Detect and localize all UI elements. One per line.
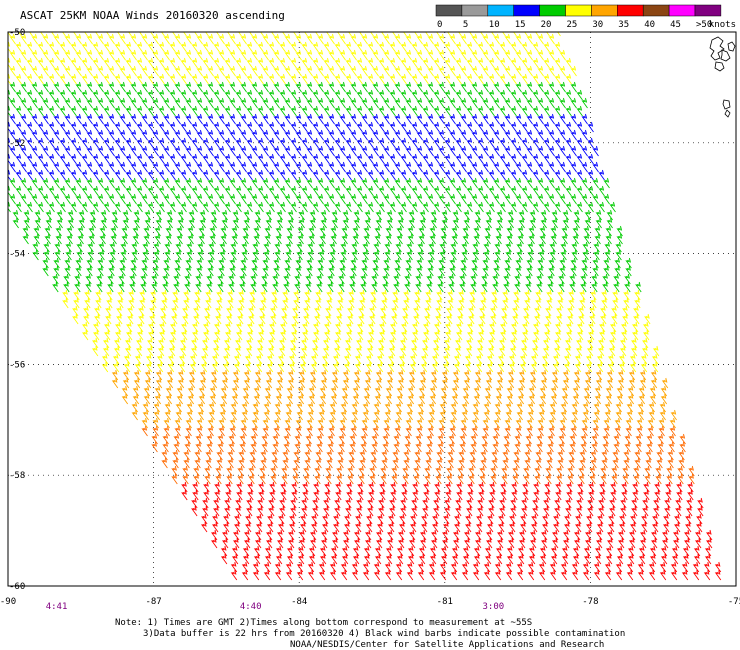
time-label: 4:40	[240, 602, 262, 612]
time-label: 3:00	[482, 602, 504, 612]
latitude-labels: -50 -52 -54 -56 -58 -60	[9, 28, 25, 592]
coastline-segment	[722, 99, 731, 110]
note-line-3: NOAA/NESDIS/Center for Satellite Applica…	[290, 640, 604, 650]
lon-tick-label: -84	[291, 597, 307, 607]
legend-swatch	[591, 4, 618, 17]
lat-tick-label: -50	[9, 28, 25, 38]
lat-tick-label: -60	[9, 582, 25, 592]
legend-label: 40	[644, 20, 655, 30]
lon-tick-label: -75	[728, 597, 740, 607]
lon-tick-label: -78	[582, 597, 598, 607]
legend-label: 30	[592, 20, 603, 30]
wind-barb-group	[181, 481, 722, 581]
coastline-segment	[714, 61, 725, 72]
time-labels: 4:41 4:40 3:00	[46, 602, 504, 612]
lat-tick-label: -52	[9, 139, 25, 149]
lon-tick-label: -90	[0, 597, 16, 607]
coastline-segment	[727, 41, 736, 52]
lat-tick-label: -54	[9, 250, 25, 260]
time-label: 4:41	[46, 602, 68, 612]
coastline-segment	[720, 49, 731, 62]
wind-barb-group	[8, 113, 605, 181]
legend-label: 35	[618, 20, 629, 30]
legend-label: 0	[437, 20, 442, 30]
legend-label: >50	[696, 20, 712, 30]
legend-label: 15	[515, 20, 526, 30]
note-line-2: 3)Data buffer is 22 hrs from 20160320 4)…	[143, 629, 625, 639]
legend-swatch	[642, 4, 670, 17]
wind-barb-group	[8, 81, 642, 293]
chart-title: ASCAT 25KM NOAA Winds 20160320 ascending	[20, 9, 285, 22]
legend-label: 5	[463, 20, 468, 30]
legend-label: 20	[541, 20, 552, 30]
wind-barb-group	[111, 369, 677, 429]
plot-frame	[7, 31, 737, 587]
legend-swatch	[668, 4, 696, 17]
lon-tick-label: -81	[437, 597, 453, 607]
legend-label: 10	[489, 20, 500, 30]
lat-tick-label: -56	[9, 360, 25, 370]
coastline-segment	[709, 36, 725, 61]
legend-label: 25	[567, 20, 578, 30]
wind-barb-group	[8, 32, 660, 373]
legend-swatch	[461, 4, 489, 17]
legend-swatch	[513, 4, 540, 17]
coastline-segment	[724, 109, 731, 118]
legend-swatch	[539, 4, 566, 17]
longitude-labels: -90 -87 -84 -81 -78 -75	[0, 597, 740, 607]
wind-barb-group	[141, 425, 695, 485]
legend-swatch	[565, 4, 592, 17]
legend-swatch	[617, 4, 644, 17]
lat-tick-label: -58	[9, 471, 25, 481]
legend-swatch	[487, 4, 514, 17]
legend-swatch	[435, 4, 463, 17]
wind-barb-swath	[8, 32, 722, 581]
legend-label: 45	[670, 20, 681, 30]
color-legend: 0 5 10 15 20 25 30 35 40 45 >50 knots	[435, 4, 736, 30]
legend-swatch	[694, 4, 722, 17]
legend-units: knots	[709, 20, 736, 30]
coastline	[709, 36, 736, 118]
lon-tick-label: -87	[145, 597, 161, 607]
note-line-1: Note: 1) Times are GMT 2)Times along bot…	[115, 618, 532, 628]
